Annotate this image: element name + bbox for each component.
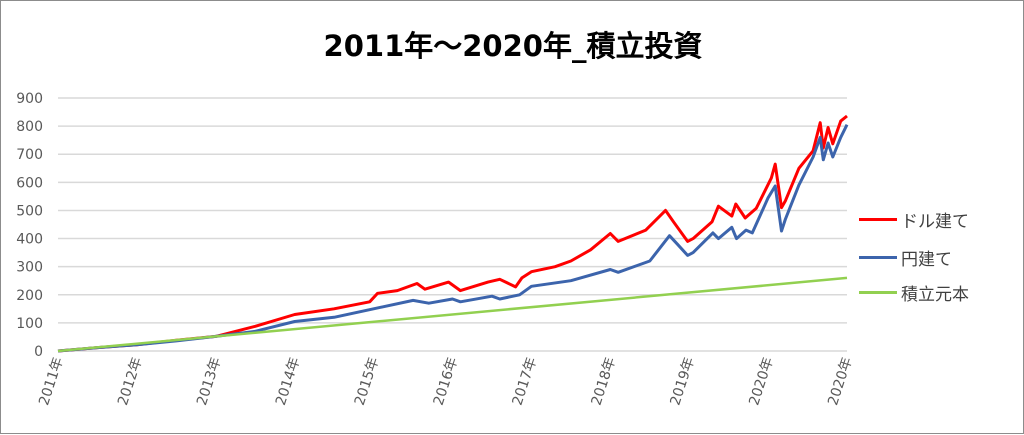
series-line-2 bbox=[57, 276, 848, 353]
y-tick-label: 900 bbox=[16, 91, 43, 107]
x-tick-label: 2013年 bbox=[194, 355, 225, 407]
legend-swatch bbox=[859, 218, 897, 221]
legend-swatch bbox=[859, 256, 897, 259]
x-tick-label: 2019年 bbox=[667, 355, 698, 407]
legend-item-yen: 円建て bbox=[859, 245, 952, 270]
y-tick-label: 600 bbox=[16, 175, 43, 191]
x-tick-label: 2020年 bbox=[746, 355, 777, 407]
x-tick-label: 2011年 bbox=[36, 355, 67, 407]
legend-label: 円建て bbox=[901, 250, 952, 270]
y-tick-label: 200 bbox=[16, 288, 43, 304]
legend-item-principal: 積立元本 bbox=[859, 280, 969, 305]
x-tick-label: 2018年 bbox=[589, 355, 620, 407]
legend-item-dollar: ドル建て bbox=[859, 207, 969, 232]
legend-label: ドル建て bbox=[901, 212, 969, 232]
series-line-0 bbox=[57, 114, 848, 353]
x-tick-label: 2012年 bbox=[115, 355, 146, 407]
y-tick-label: 800 bbox=[16, 119, 43, 135]
y-tick-label: 300 bbox=[16, 260, 43, 276]
y-tick-label: 100 bbox=[16, 316, 43, 332]
y-tick-label: 0 bbox=[34, 344, 43, 360]
legend-label: 積立元本 bbox=[901, 285, 969, 305]
legend-swatch bbox=[859, 291, 897, 294]
chart-title: 2011年～2020年_積立投資 bbox=[323, 29, 703, 63]
series-line-1 bbox=[57, 124, 849, 353]
y-tick-label: 400 bbox=[16, 232, 43, 248]
x-tick-label: 2017年 bbox=[510, 355, 541, 407]
y-tick-label: 700 bbox=[16, 147, 43, 163]
x-tick-label: 2015年 bbox=[352, 355, 383, 407]
y-tick-label: 500 bbox=[16, 203, 43, 219]
x-tick-label: 2020年 bbox=[825, 355, 856, 407]
x-tick-label: 2014年 bbox=[273, 355, 304, 407]
x-tick-label: 2016年 bbox=[431, 355, 462, 407]
